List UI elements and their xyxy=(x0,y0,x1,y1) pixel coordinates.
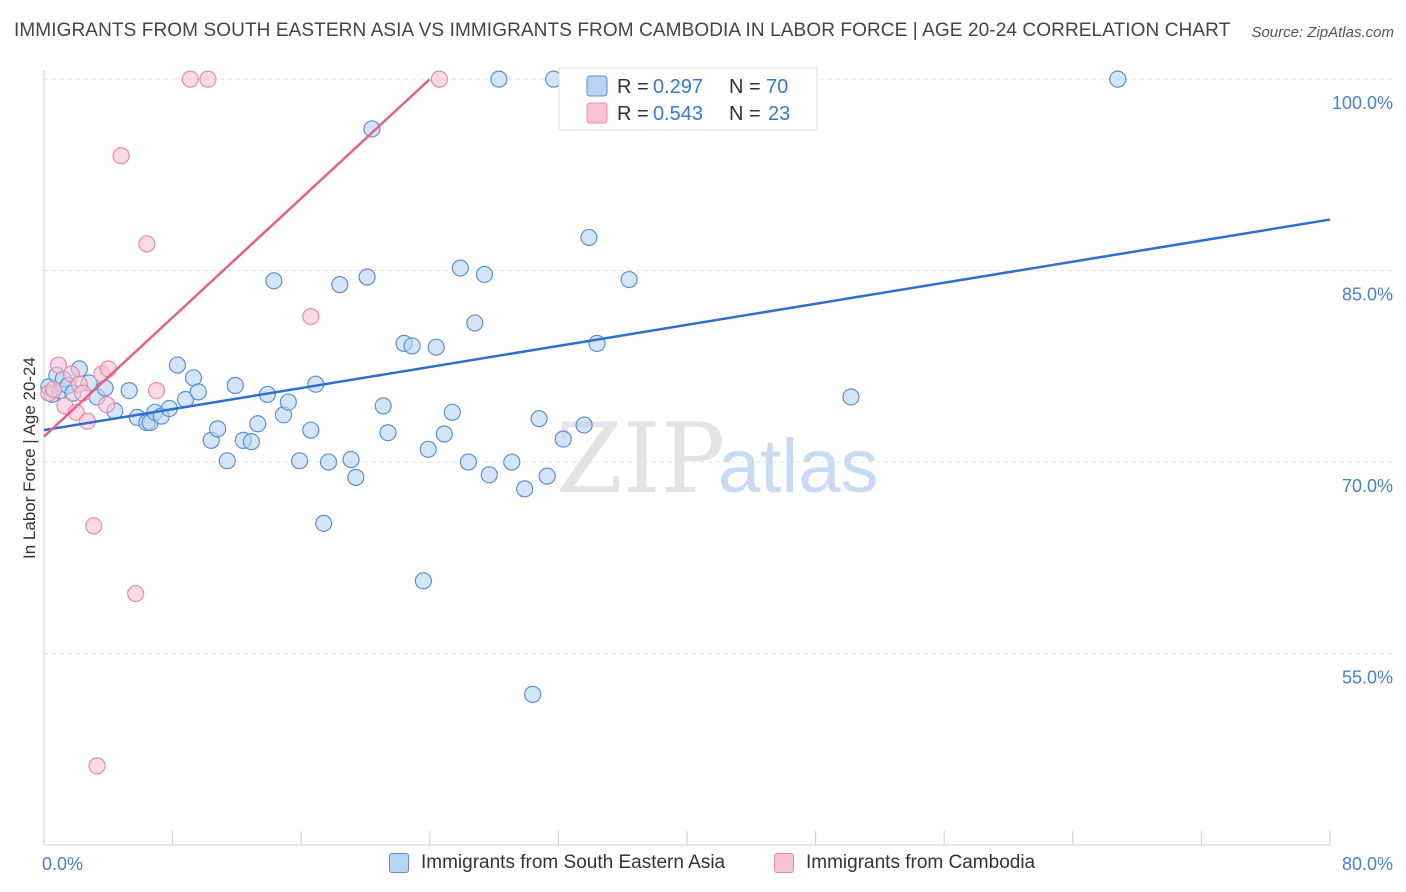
point-south-eastern-asia xyxy=(96,379,114,397)
point-cambodia xyxy=(127,584,145,603)
point-south-eastern-asia xyxy=(265,272,283,290)
bottom-legend-swatch-blue xyxy=(389,853,409,873)
stats-r-label-blue: R = xyxy=(617,76,649,98)
point-south-eastern-asia xyxy=(302,421,320,439)
stats-legend-swatch-blue xyxy=(586,75,608,97)
point-south-eastern-asia xyxy=(443,403,461,421)
point-south-eastern-asia xyxy=(466,314,484,332)
point-south-eastern-asia xyxy=(363,120,381,138)
point-cambodia xyxy=(430,70,449,88)
bottom-legend-item-sea: Immigrants from South Eastern Asia xyxy=(389,852,725,874)
point-south-eastern-asia xyxy=(358,268,376,286)
point-south-eastern-asia xyxy=(516,480,534,498)
point-south-eastern-asia xyxy=(403,337,421,355)
point-cambodia xyxy=(147,381,166,400)
stats-legend: R = 0.297 N = 70 R = 0.543 N = 23 xyxy=(558,67,818,131)
bottom-legend: Immigrants from South Eastern Asia Immig… xyxy=(0,852,1406,878)
point-south-eastern-asia xyxy=(503,453,521,471)
bottom-legend-swatch-pink xyxy=(774,853,794,873)
bottom-legend-label-cambodia: Immigrants from Cambodia xyxy=(806,852,1036,873)
point-south-eastern-asia xyxy=(319,453,338,471)
stats-n-value-pink: 23 xyxy=(768,103,790,125)
y-tick-labels: 55.0% 70.0% 85.0% 100.0% xyxy=(1332,93,1393,687)
y-tick-label: 70.0% xyxy=(1342,476,1393,496)
point-south-eastern-asia xyxy=(242,433,260,451)
stats-n-label-pink: N = xyxy=(729,103,761,125)
point-cambodia xyxy=(67,403,85,421)
point-south-eastern-asia xyxy=(490,70,508,88)
point-south-eastern-asia xyxy=(342,450,360,469)
point-south-eastern-asia xyxy=(1109,70,1127,88)
point-south-eastern-asia xyxy=(419,440,437,458)
point-cambodia xyxy=(99,360,117,378)
point-south-eastern-asia xyxy=(189,383,207,401)
data-points xyxy=(40,70,1127,775)
x-tick-labels: 0.0% 80.0% xyxy=(42,854,1393,874)
trendline-south-eastern-asia xyxy=(43,218,1331,432)
point-south-eastern-asia xyxy=(530,410,548,428)
stats-r-label-pink: R = xyxy=(617,103,649,125)
bottom-legend-item-cambodia: Immigrants from Cambodia xyxy=(774,852,1035,874)
point-cambodia xyxy=(73,384,92,402)
point-south-eastern-asia xyxy=(427,338,445,356)
watermark-atlas: atlas xyxy=(718,424,879,509)
point-cambodia xyxy=(85,517,103,535)
bottom-legend-label-sea: Immigrants from South Eastern Asia xyxy=(421,852,726,873)
point-cambodia xyxy=(199,70,217,88)
point-south-eastern-asia xyxy=(290,452,309,470)
point-south-eastern-asia xyxy=(538,467,556,485)
point-south-eastern-asia xyxy=(480,466,498,484)
point-cambodia xyxy=(112,147,130,165)
point-south-eastern-asia xyxy=(459,453,477,471)
y-tick-label: 100.0% xyxy=(1332,93,1393,113)
stats-n-value-blue: 70 xyxy=(766,76,788,98)
point-cambodia xyxy=(49,356,68,374)
point-south-eastern-asia xyxy=(524,685,542,703)
point-south-eastern-asia xyxy=(475,265,494,284)
point-south-eastern-asia xyxy=(842,388,860,406)
x-tick-label: 80.0% xyxy=(1342,854,1393,874)
x-ticks xyxy=(43,831,1331,845)
point-south-eastern-asia xyxy=(249,415,267,433)
point-south-eastern-asia xyxy=(347,468,365,486)
point-cambodia xyxy=(181,70,199,88)
y-axis-label: In Labor Force | Age 20-24 xyxy=(20,357,39,559)
point-south-eastern-asia xyxy=(620,270,638,289)
trend-lines xyxy=(43,78,1331,438)
point-south-eastern-asia xyxy=(379,424,397,442)
stats-n-label-blue: N = xyxy=(729,76,761,98)
point-cambodia xyxy=(98,396,116,414)
point-cambodia xyxy=(302,307,320,326)
point-south-eastern-asia xyxy=(168,356,187,374)
point-cambodia xyxy=(138,235,156,253)
point-south-eastern-asia xyxy=(331,276,349,294)
point-south-eastern-asia xyxy=(451,259,469,277)
point-cambodia xyxy=(88,757,106,775)
stats-r-value-pink: 0.543 xyxy=(653,103,703,125)
point-south-eastern-asia xyxy=(315,514,333,532)
point-south-eastern-asia xyxy=(218,452,236,470)
point-south-eastern-asia xyxy=(575,416,593,434)
point-south-eastern-asia xyxy=(279,393,297,411)
point-south-eastern-asia xyxy=(435,425,453,443)
source-credit: Source: ZipAtlas.com xyxy=(1251,24,1394,41)
gridlines xyxy=(44,78,1395,655)
point-south-eastern-asia xyxy=(374,397,392,415)
point-south-eastern-asia xyxy=(580,228,598,247)
trendline-cambodia xyxy=(43,78,431,438)
chart-title: IMMIGRANTS FROM SOUTH EASTERN ASIA VS IM… xyxy=(14,20,1231,41)
point-south-eastern-asia xyxy=(226,376,244,395)
y-tick-label: 55.0% xyxy=(1342,668,1393,688)
stats-legend-swatch-pink xyxy=(586,102,608,124)
point-south-eastern-asia xyxy=(554,430,572,448)
point-south-eastern-asia xyxy=(414,572,432,590)
point-south-eastern-asia xyxy=(120,381,138,400)
stats-r-value-blue: 0.297 xyxy=(653,76,703,98)
x-tick-label: 0.0% xyxy=(42,854,83,874)
point-south-eastern-asia xyxy=(209,420,227,438)
point-cambodia xyxy=(45,380,63,398)
y-tick-label: 85.0% xyxy=(1342,285,1393,305)
